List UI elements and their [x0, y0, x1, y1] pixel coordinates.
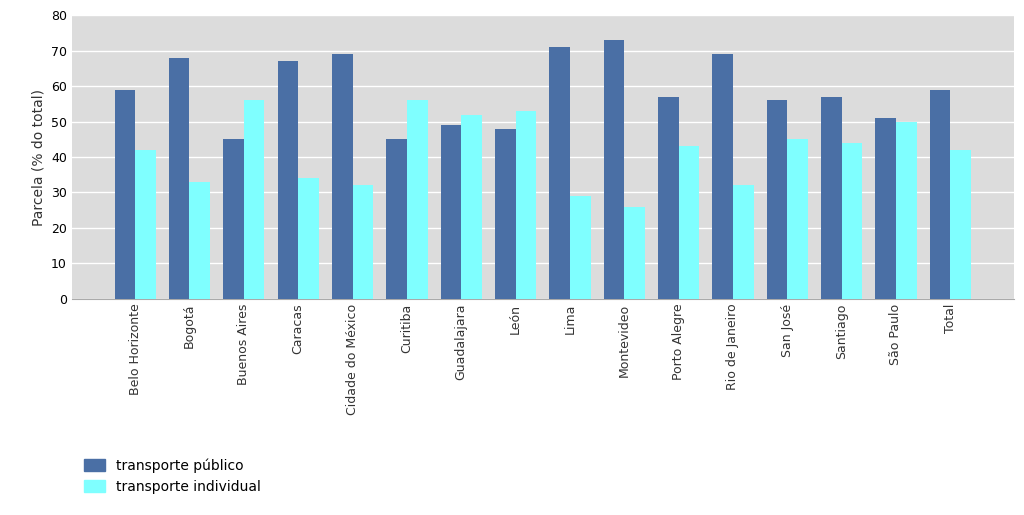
- Bar: [821, 97, 842, 299]
- Bar: [603, 40, 625, 299]
- Bar: [713, 55, 733, 299]
- Bar: [223, 140, 244, 299]
- Bar: [407, 100, 427, 299]
- Bar: [461, 115, 482, 299]
- Bar: [244, 100, 264, 299]
- Bar: [679, 146, 699, 299]
- Bar: [950, 150, 971, 299]
- Y-axis label: Parcela (% do total): Parcela (% do total): [32, 89, 45, 226]
- Bar: [440, 125, 461, 299]
- Bar: [658, 97, 679, 299]
- Bar: [135, 150, 156, 299]
- Bar: [767, 100, 787, 299]
- Bar: [386, 140, 407, 299]
- Bar: [549, 47, 570, 299]
- Bar: [930, 90, 950, 299]
- Bar: [495, 129, 515, 299]
- Bar: [332, 55, 352, 299]
- Bar: [189, 182, 210, 299]
- Bar: [115, 90, 135, 299]
- Bar: [876, 118, 896, 299]
- Bar: [625, 207, 645, 299]
- Bar: [298, 178, 318, 299]
- Bar: [515, 111, 537, 299]
- Bar: [787, 140, 808, 299]
- Bar: [733, 185, 754, 299]
- Legend: transporte público, transporte individual: transporte público, transporte individua…: [79, 453, 266, 500]
- Bar: [352, 185, 373, 299]
- Bar: [278, 61, 298, 299]
- Bar: [842, 143, 862, 299]
- Bar: [570, 196, 591, 299]
- Bar: [169, 58, 189, 299]
- Bar: [896, 122, 916, 299]
